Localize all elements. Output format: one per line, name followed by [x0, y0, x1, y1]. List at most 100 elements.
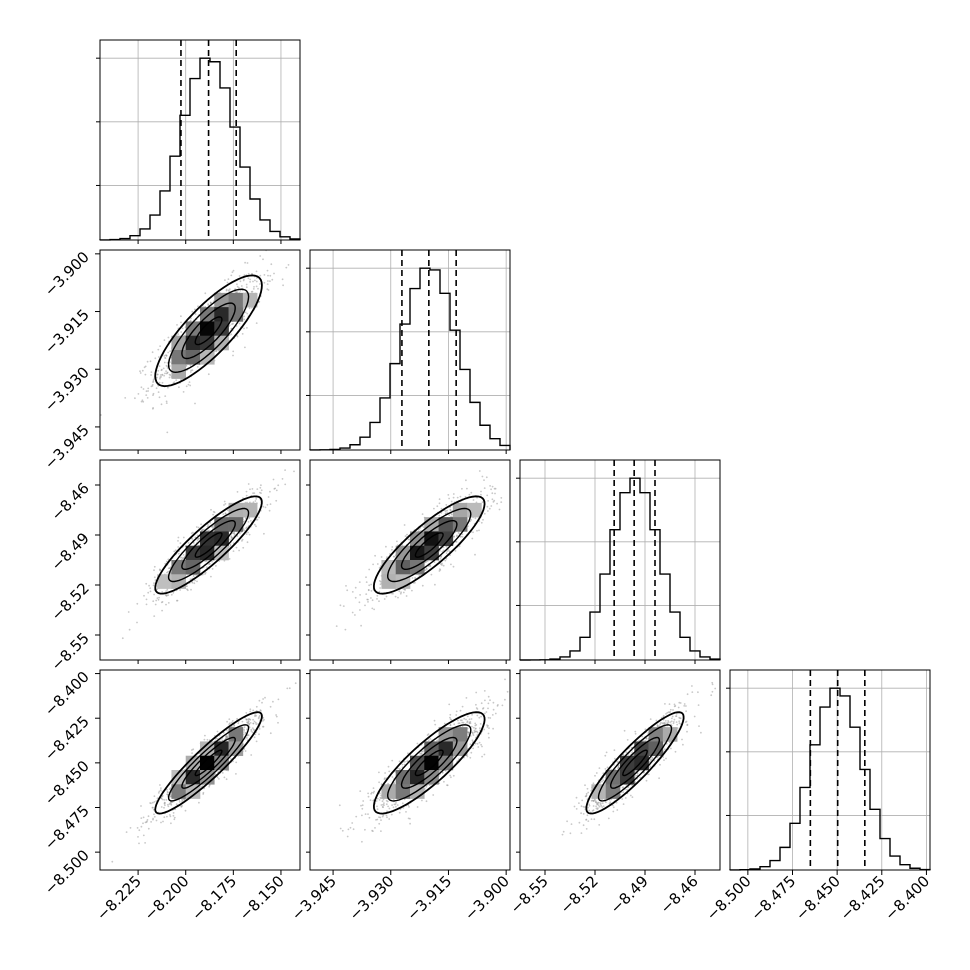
scatter-point — [154, 357, 157, 360]
scatter-point — [215, 565, 217, 567]
scatter-point — [166, 372, 169, 374]
scatter-point — [186, 589, 189, 592]
scatter-point — [254, 733, 257, 736]
scatter-point — [152, 378, 155, 381]
scatter-point — [275, 714, 277, 716]
scatter-point — [177, 540, 179, 542]
scatter-point — [249, 708, 252, 711]
scatter-point — [405, 595, 408, 597]
scatter-point — [255, 322, 258, 324]
scatter-point — [166, 431, 169, 434]
scatter-point — [212, 510, 215, 513]
scatter-point — [159, 374, 162, 376]
scatter-point — [411, 589, 413, 592]
scatter-point — [258, 699, 261, 702]
scatter-point — [185, 385, 188, 388]
scatter-point — [382, 798, 385, 801]
scatter-point — [163, 361, 166, 364]
histogram-step-1 — [309, 267, 511, 451]
scatter-point — [192, 575, 195, 578]
y-tick-label: −8.425 — [41, 712, 93, 764]
scatter-point — [144, 842, 147, 844]
scatter-point — [247, 277, 250, 280]
scatter-point — [137, 836, 139, 838]
scatter-point — [393, 803, 396, 806]
scatter-point — [267, 280, 269, 282]
scatter-point — [228, 290, 231, 293]
scatter-point — [194, 402, 196, 405]
scatter-point — [444, 510, 447, 513]
scatter-point — [253, 720, 256, 723]
scatter-point — [161, 381, 164, 384]
scatter-point — [157, 348, 160, 351]
scatter-point — [365, 581, 368, 583]
scatter-point — [478, 716, 481, 719]
scatter-point — [414, 581, 416, 584]
scatter-point — [489, 485, 491, 487]
scatter-point — [239, 289, 242, 292]
scatter-point — [465, 479, 467, 482]
scatter-point — [201, 573, 204, 576]
scatter-point — [163, 816, 166, 819]
scatter-point — [481, 755, 483, 758]
scatter-point — [203, 738, 206, 741]
scatter-point — [430, 573, 433, 576]
x-tick-label: −8.425 — [837, 872, 889, 924]
scatter-point — [255, 723, 258, 725]
scatter-point — [207, 304, 210, 307]
scatter-point — [158, 596, 161, 599]
scatter-point — [439, 569, 442, 571]
scatter-point — [391, 546, 394, 548]
scatter-point — [400, 591, 402, 594]
scatter-point — [471, 537, 474, 540]
x-tick-label: −8.500 — [703, 872, 755, 924]
scatter-point — [378, 580, 381, 582]
scatter-point — [160, 787, 162, 789]
scatter-point — [167, 351, 170, 354]
scatter-point — [452, 493, 455, 495]
scatter-point — [252, 492, 254, 494]
scatter-point — [448, 703, 451, 706]
scatter-point — [380, 804, 383, 806]
scatter-point — [154, 603, 157, 606]
scatter-point — [189, 364, 192, 367]
scatter-point — [255, 498, 258, 500]
scatter-point — [268, 509, 271, 512]
scatter-point — [488, 507, 491, 510]
histogram-panel-2 — [516, 459, 721, 664]
scatter-point — [190, 532, 193, 535]
scatter-point — [459, 495, 462, 498]
scatter-point — [428, 784, 431, 786]
scatter-point — [277, 698, 280, 701]
density-cell — [200, 335, 215, 351]
scatter-point — [445, 552, 448, 554]
scatter-point — [259, 274, 262, 277]
scatter-point — [238, 286, 240, 289]
scatter-point — [168, 373, 171, 376]
scatter-point — [243, 726, 246, 728]
scatter-point — [244, 750, 247, 752]
scatter-point — [244, 732, 247, 734]
scatter-point — [364, 604, 366, 607]
scatter-point — [456, 496, 459, 499]
density-cell — [381, 574, 397, 589]
scatter-point — [481, 501, 484, 503]
scatter-point — [351, 591, 354, 593]
scatter-point — [498, 508, 501, 511]
scatter-point — [269, 503, 272, 505]
contour-level-1 — [181, 736, 236, 789]
scatter-point — [403, 524, 406, 526]
scatter-point — [484, 699, 486, 702]
scatter-point — [273, 488, 276, 490]
scatter-point — [424, 569, 427, 571]
scatter-point — [180, 315, 182, 318]
x-tick-label: −8.475 — [747, 872, 799, 924]
scatter-point — [252, 280, 254, 283]
scatter-point — [452, 565, 455, 568]
scatter-point — [491, 485, 494, 488]
scatter-point — [368, 568, 371, 571]
scatter-point — [287, 264, 290, 266]
x-tick-label: −8.175 — [188, 872, 240, 924]
scatter-point — [178, 801, 181, 803]
scatter-point — [163, 799, 166, 801]
